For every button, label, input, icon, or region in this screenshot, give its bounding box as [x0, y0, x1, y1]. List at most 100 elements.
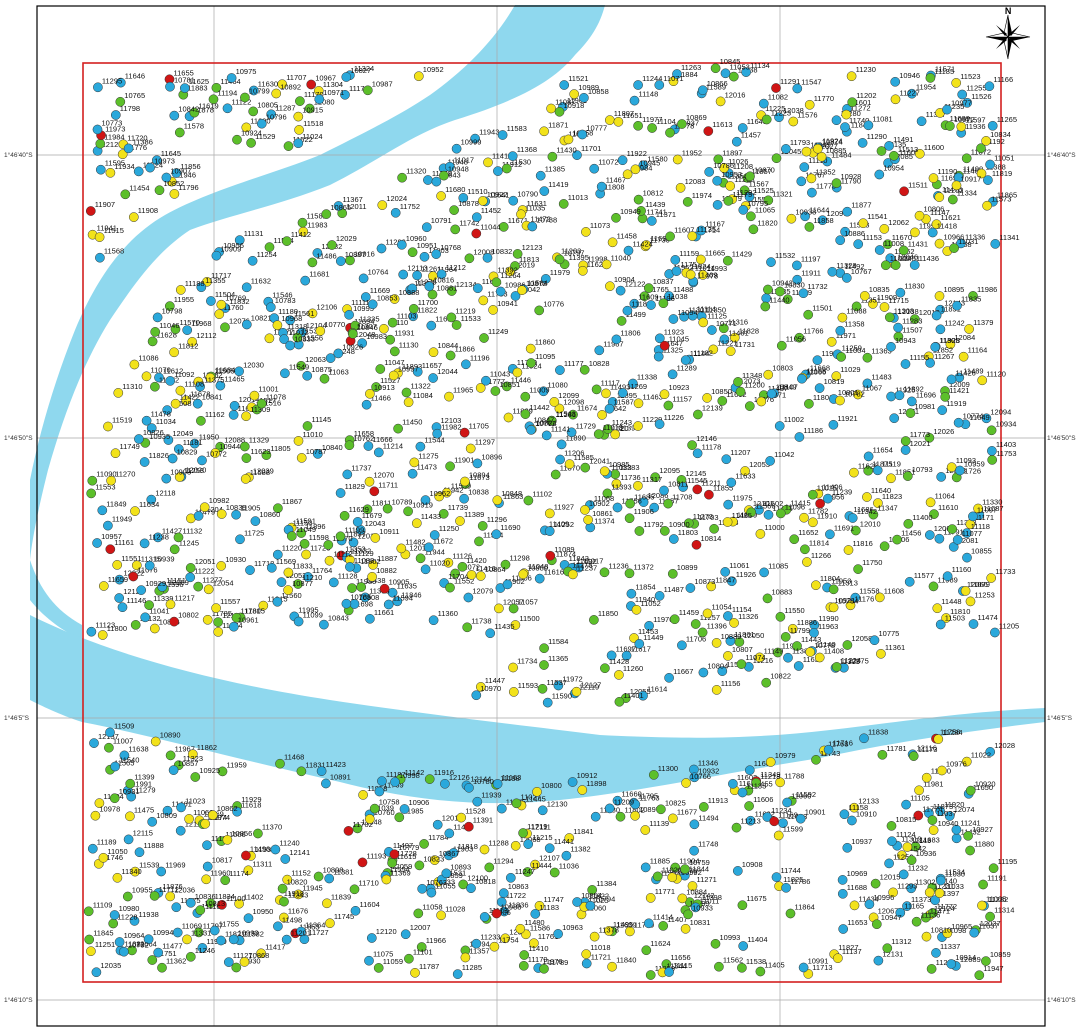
tree-point-marker[interactable] — [639, 291, 650, 302]
tree-point-marker[interactable] — [123, 834, 134, 845]
tree-point-marker[interactable] — [672, 154, 683, 165]
tree-point-marker[interactable] — [103, 520, 113, 531]
tree-point-marker[interactable] — [165, 891, 176, 902]
tree-point-marker[interactable] — [94, 798, 105, 808]
tree-point[interactable]: 12007 — [400, 923, 431, 940]
tree-point-marker[interactable] — [670, 862, 681, 873]
tree-point[interactable]: 11806 — [611, 328, 641, 345]
tree-point-marker[interactable] — [625, 926, 635, 937]
tree-point[interactable]: 11907 — [85, 200, 115, 216]
tree-point-marker[interactable] — [934, 533, 945, 544]
tree-point[interactable]: 11851 — [886, 467, 915, 484]
tree-point-marker[interactable] — [500, 933, 511, 944]
tree-point[interactable]: 11880 — [965, 840, 995, 856]
tree-point-marker[interactable] — [245, 565, 255, 575]
tree-point[interactable]: 11959 — [217, 760, 247, 777]
tree-point-marker[interactable] — [675, 182, 686, 193]
tree-point-marker[interactable] — [630, 799, 641, 810]
tree-point-marker[interactable] — [415, 553, 426, 564]
tree-point[interactable]: 11750 — [853, 558, 883, 574]
tree-point[interactable]: 11919 — [937, 399, 967, 415]
tree-point[interactable]: 11858 — [804, 216, 834, 232]
tree-point-marker[interactable] — [909, 314, 920, 324]
tree-point[interactable]: 12086 — [638, 491, 668, 507]
tree-point-marker[interactable] — [537, 805, 548, 816]
tree-point[interactable]: 11846 — [392, 590, 422, 607]
tree-point[interactable]: 12008 — [464, 247, 494, 264]
tree-point[interactable]: 11963 — [809, 622, 838, 638]
tree-point[interactable]: 11850 — [589, 609, 618, 625]
tree-point-marker[interactable] — [187, 749, 198, 760]
tree-point-marker[interactable] — [634, 526, 645, 536]
tree-point[interactable]: 12126 — [440, 773, 470, 789]
tree-point-marker[interactable] — [808, 517, 818, 528]
tree-point[interactable]: 11705 — [459, 422, 489, 438]
tree-point-marker[interactable] — [843, 545, 854, 555]
tree-point[interactable]: 11716 — [823, 739, 853, 755]
tree-point[interactable]: 11749 — [110, 442, 140, 459]
tree-point[interactable]: 11960 — [201, 868, 231, 885]
tree-point-marker[interactable] — [358, 790, 368, 800]
tree-point[interactable]: 12035 — [91, 961, 121, 978]
tree-point-marker[interactable] — [781, 882, 791, 893]
tree-point[interactable]: 11766 — [794, 327, 824, 343]
tree-point[interactable]: 12024 — [377, 194, 407, 210]
tree-point-marker[interactable] — [189, 438, 200, 449]
tree-point[interactable]: 11727 — [299, 928, 329, 945]
tree-point[interactable]: 12094 — [981, 407, 1011, 424]
tree-point[interactable]: 11777 — [475, 377, 505, 393]
tree-point-marker[interactable] — [231, 962, 242, 973]
tree-point[interactable]: 12068 — [510, 835, 541, 851]
tree-point[interactable]: 12058 — [842, 634, 872, 650]
tree-point-marker[interactable] — [873, 955, 884, 966]
tree-point-marker[interactable] — [853, 564, 863, 574]
tree-point-marker[interactable] — [296, 766, 307, 777]
tree-point[interactable]: 12043 — [355, 519, 385, 535]
tree-point[interactable]: 11860 — [525, 338, 555, 354]
tree-point[interactable]: 11723 — [301, 544, 331, 560]
tree-point-marker[interactable] — [518, 828, 528, 838]
tree-point[interactable]: 11722 — [496, 891, 526, 907]
tree-point-marker[interactable] — [231, 509, 241, 520]
tree-point[interactable]: 11833 — [283, 562, 313, 578]
tree-point[interactable]: 12113 — [398, 264, 428, 280]
tree-point-marker[interactable] — [544, 508, 555, 519]
tree-point-marker[interactable] — [261, 450, 272, 460]
tree-point-marker[interactable] — [863, 465, 874, 476]
tree-point-marker[interactable] — [931, 310, 942, 321]
tree-point[interactable]: 11909 — [867, 293, 897, 309]
tree-point-marker[interactable] — [615, 811, 626, 822]
tree-point-marker[interactable] — [276, 577, 287, 587]
tree-point[interactable]: 11767 — [796, 170, 826, 187]
tree-point[interactable]: 12014 — [229, 395, 259, 411]
tree-point-marker[interactable] — [580, 462, 591, 473]
tree-point[interactable]: 11793 — [781, 138, 810, 154]
tree-point-marker[interactable] — [110, 448, 121, 459]
tree-point-marker[interactable] — [424, 774, 435, 784]
tree-point-marker[interactable] — [398, 269, 409, 280]
tree-point[interactable]: 12070 — [364, 471, 394, 487]
tree-point[interactable]: 11734 — [508, 657, 537, 673]
tree-point-marker[interactable] — [134, 847, 145, 858]
tree-point-marker[interactable] — [698, 270, 708, 280]
tree-point-marker[interactable] — [677, 640, 687, 651]
tree-point[interactable]: 11748 — [689, 840, 719, 856]
tree-point-marker[interactable] — [214, 309, 225, 319]
tree-point[interactable]: 11763 — [630, 793, 660, 810]
tree-point-marker[interactable] — [450, 568, 461, 579]
tree-point[interactable]: 12095 — [650, 466, 680, 483]
tree-point-marker[interactable] — [665, 127, 675, 138]
tree-point[interactable]: 12133 — [849, 797, 879, 813]
tree-point[interactable]: 11708 — [663, 493, 693, 509]
tree-point[interactable]: 12065 — [924, 524, 955, 540]
tree-point[interactable]: 11804 — [811, 574, 840, 591]
tree-point-marker[interactable] — [650, 472, 661, 483]
tree-point[interactable]: 12120 — [366, 927, 397, 943]
tree-point-marker[interactable] — [475, 383, 486, 393]
tree-point[interactable]: 11971 — [826, 331, 856, 347]
tree-point-marker[interactable] — [799, 512, 809, 523]
tree-point[interactable]: 11779 — [625, 920, 654, 937]
tree-point[interactable]: 12098 — [554, 398, 584, 414]
tree-point[interactable]: 12063 — [296, 355, 326, 371]
tree-point-marker[interactable] — [182, 325, 193, 335]
